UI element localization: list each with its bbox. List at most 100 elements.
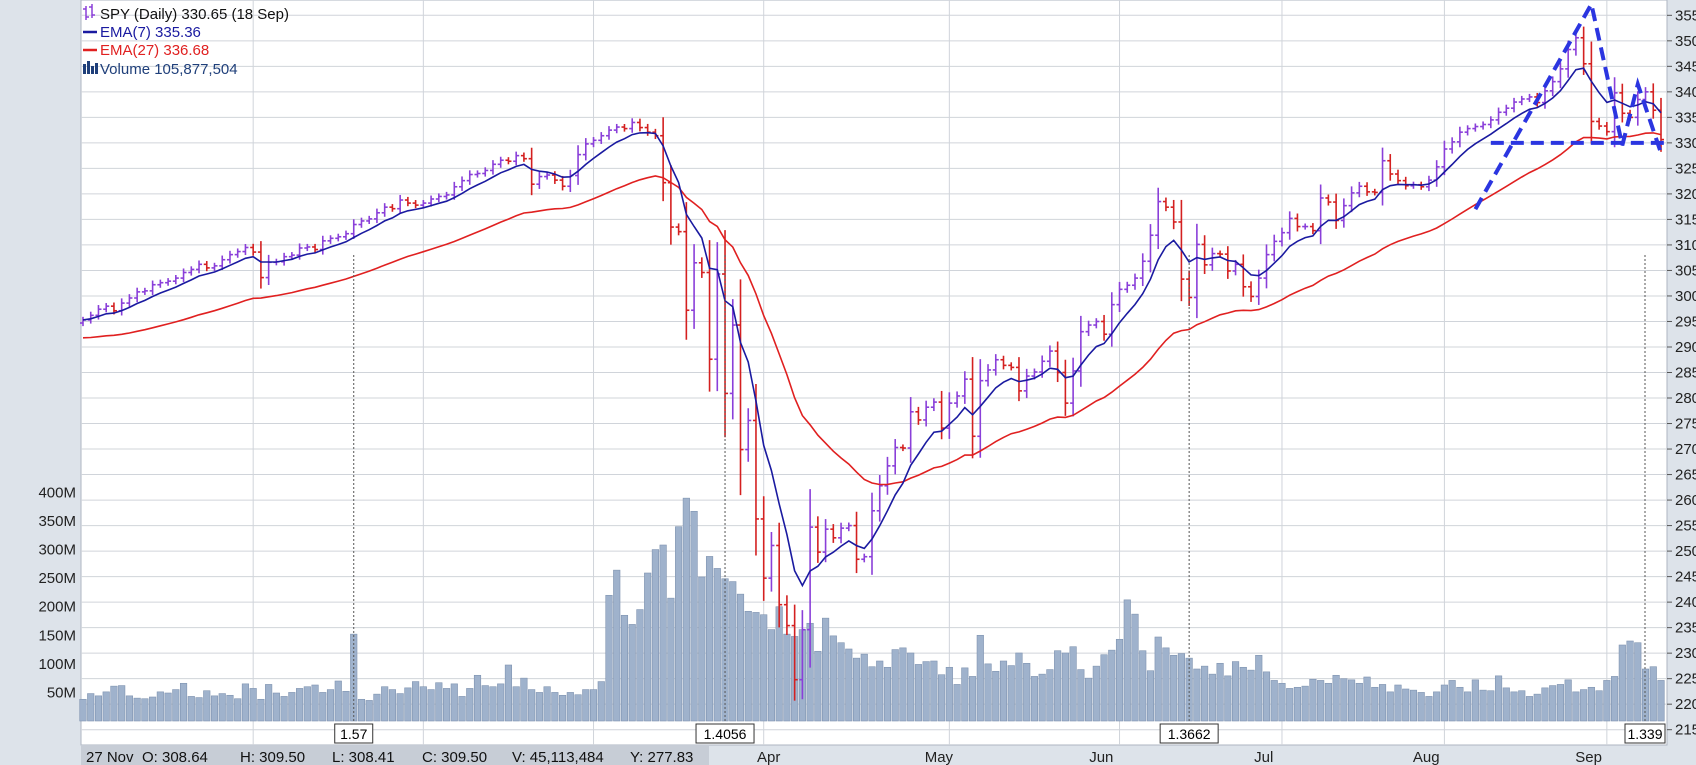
volume-bar <box>613 569 621 722</box>
price-bar <box>845 522 852 532</box>
volume-bar <box>1077 669 1085 722</box>
price-tick-label: 330 <box>1675 135 1696 152</box>
volume-bar <box>891 649 899 722</box>
price-bar <box>838 522 845 544</box>
price-bar <box>482 167 489 177</box>
price-bar <box>606 126 612 140</box>
volume-bar <box>1394 684 1402 722</box>
price-bar <box>1549 76 1556 97</box>
volume-bar <box>1494 675 1503 722</box>
volume-bar <box>1549 685 1557 722</box>
volume-bar <box>1100 654 1108 722</box>
volume-bar <box>690 510 698 722</box>
volume-bar <box>535 692 543 722</box>
price-bar <box>1495 107 1502 125</box>
volume-bar <box>280 696 288 722</box>
price-bar <box>899 444 906 452</box>
price-bar <box>752 383 759 556</box>
status-bar: 27 Nov O: 308.64 H: 309.50 L: 308.41 C: … <box>81 746 709 765</box>
price-tick-label: 275 <box>1675 416 1696 433</box>
price-bar <box>1526 93 1533 103</box>
time-tick-label: Jun <box>1089 749 1113 765</box>
volume-bar <box>79 698 87 722</box>
price-tick-label: 355 <box>1675 7 1696 24</box>
volume-bar <box>1247 669 1255 722</box>
price-bar <box>1085 320 1092 337</box>
price-bar <box>1480 121 1487 130</box>
volume-bar <box>822 617 830 722</box>
volume-bar <box>1324 682 1332 722</box>
volume-bars <box>79 497 1665 722</box>
volume-bar <box>620 614 629 722</box>
volume-bar <box>1278 682 1286 722</box>
volume-bar <box>187 696 195 722</box>
price-bar <box>776 522 783 628</box>
price-bar <box>350 219 357 239</box>
price-bar <box>853 511 860 574</box>
price-bar <box>1193 223 1200 319</box>
price-bar <box>1217 250 1224 258</box>
volume-bar <box>744 610 752 722</box>
volume-bar <box>628 624 636 722</box>
volume-bar <box>1502 687 1510 722</box>
price-bar <box>103 303 110 313</box>
price-tick-label: 295 <box>1675 313 1696 330</box>
volume-tick-label: 200M <box>38 599 76 616</box>
volume-bar <box>149 696 157 722</box>
volume-bar <box>992 670 1000 722</box>
volume-bar <box>1464 691 1472 722</box>
price-bar <box>149 280 156 296</box>
price-bar <box>598 132 605 144</box>
price-bar <box>629 118 636 133</box>
volume-bar <box>705 556 714 722</box>
price-tick-label: 305 <box>1675 262 1696 279</box>
price-bar <box>923 400 930 427</box>
price-bar <box>729 299 736 420</box>
marker-box <box>695 723 755 744</box>
volume-bar <box>1038 673 1046 722</box>
price-bar <box>1596 117 1603 130</box>
status-high: H: 309.50 <box>240 749 305 765</box>
price-bar <box>1487 116 1494 129</box>
price-tick-label: 290 <box>1675 339 1696 356</box>
volume-bar <box>1564 679 1572 722</box>
price-bar <box>343 230 349 240</box>
volume-bar <box>179 682 188 722</box>
price-bar <box>698 257 705 278</box>
volume-bar <box>922 661 930 722</box>
price-bar <box>196 260 203 274</box>
volume-bar <box>968 676 977 722</box>
price-tick-label: 225 <box>1675 671 1696 688</box>
volume-bar <box>1170 654 1178 722</box>
price-bar <box>1008 362 1015 371</box>
price-bar <box>397 194 404 214</box>
volume-markers: 1.57 1.4056 1.3662 1.339 <box>334 255 1666 744</box>
price-tick-label: 320 <box>1675 186 1696 203</box>
volume-bar <box>899 647 907 722</box>
price-bar <box>1201 235 1208 275</box>
volume-bar <box>1123 599 1131 722</box>
price-bar <box>822 519 829 563</box>
status-low: L: 308.41 <box>332 749 395 765</box>
price-tick-label: 325 <box>1675 160 1696 177</box>
volume-bar <box>311 684 319 722</box>
price-bar <box>675 223 682 236</box>
volume-bar <box>1417 692 1425 722</box>
price-bar <box>636 118 643 132</box>
price-bar <box>977 359 984 458</box>
volume-axis: 50M 100M 150M 200M 250M 300M 350M 400M <box>38 484 76 701</box>
price-bar <box>876 474 883 522</box>
price-bar <box>157 279 164 288</box>
volume-bar <box>1425 696 1433 722</box>
status-volume: V: 45,113,484 <box>512 749 604 765</box>
legend-volume: Volume 105,877,504 <box>100 61 238 78</box>
volume-bar <box>1440 684 1448 722</box>
price-bar <box>961 371 968 404</box>
volume-bar <box>930 660 938 722</box>
volume-bar <box>852 657 861 722</box>
status-date: 27 Nov <box>86 749 134 765</box>
volume-bar <box>342 690 350 722</box>
price-bar <box>559 175 566 191</box>
volume-bar <box>466 688 474 722</box>
